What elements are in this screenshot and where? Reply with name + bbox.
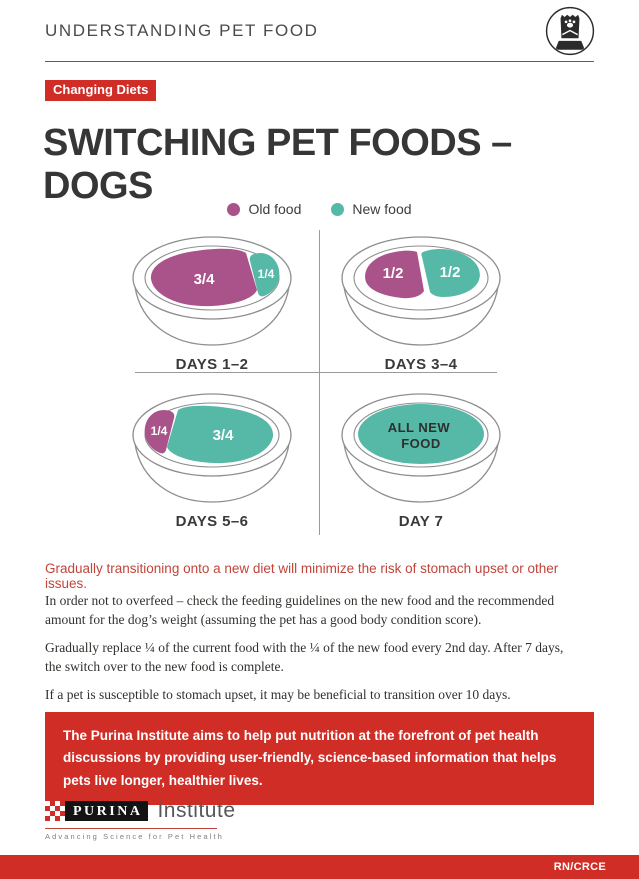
institute-wordmark: Institute xyxy=(157,799,236,822)
svg-text:1/2: 1/2 xyxy=(383,265,404,282)
bowl-diagram-icon: 3/4 1/4 xyxy=(132,236,292,346)
header-divider xyxy=(45,61,594,62)
bowl-label: DAY 7 xyxy=(398,513,444,530)
purina-checkerboard-icon xyxy=(45,801,65,821)
bowl-diagram-icon: 1/4 3/4 xyxy=(132,393,292,503)
bowl-label: DAYS 5–6 xyxy=(175,513,249,530)
new-food-dot-icon xyxy=(331,202,345,216)
svg-text:1/4: 1/4 xyxy=(258,267,275,281)
legend-item-old-food: Old food xyxy=(227,201,301,217)
svg-text:3/4: 3/4 xyxy=(213,427,235,444)
bowl-label: DAYS 3–4 xyxy=(384,356,458,373)
bowl-days-1-2: 3/4 1/4 DAYS 1–2 xyxy=(127,233,297,373)
paragraph-overfeed: In order not to overfeed – check the fee… xyxy=(45,593,555,627)
legend-label-new: New food xyxy=(352,201,412,217)
svg-text:1/4: 1/4 xyxy=(151,424,168,438)
footer-code-bar: RN/CRCE xyxy=(0,855,639,879)
paragraph-susceptible: If a pet is susceptible to stomach upset… xyxy=(45,686,511,702)
logo-divider xyxy=(45,828,217,829)
svg-text:ALL NEW FOOD: ALL NEW FOOD xyxy=(388,420,455,451)
logo-tagline: Advancing Science for Pet Health xyxy=(45,832,224,841)
bowl-diagram-icon: 1/2 1/2 xyxy=(341,236,501,346)
legend-item-new-food: New food xyxy=(331,201,412,217)
grid-divider-horizontal xyxy=(135,372,497,373)
purina-institute-logo: PURINA Institute Advancing Science for P… xyxy=(45,799,236,841)
grid-divider-vertical xyxy=(319,230,320,535)
bowl-day-7: ALL NEW FOOD DAY 7 xyxy=(336,390,506,530)
body-copy: In order not to overfeed – check the fee… xyxy=(45,592,565,713)
paragraph-replace: Gradually replace ¼ of the current food … xyxy=(45,639,564,674)
svg-text:1/2: 1/2 xyxy=(440,264,461,281)
page-title: SWITCHING PET FOODS – DOGS xyxy=(43,122,512,207)
page-header-title: UNDERSTANDING PET FOOD xyxy=(45,21,319,40)
old-food-dot-icon xyxy=(227,202,241,216)
bowl-days-5-6: 1/4 3/4 DAYS 5–6 xyxy=(127,390,297,530)
bowl-diagram-icon: ALL NEW FOOD xyxy=(341,393,501,503)
bowl-days-3-4: 1/2 1/2 DAYS 3–4 xyxy=(336,233,506,373)
purina-mission-banner: The Purina Institute aims to help put nu… xyxy=(45,712,594,805)
section-badge: Changing Diets xyxy=(45,80,157,101)
svg-text:3/4: 3/4 xyxy=(194,271,216,288)
legend: Old food New food xyxy=(0,201,639,217)
pet-food-bag-bowl-icon xyxy=(543,4,597,58)
bowl-label: DAYS 1–2 xyxy=(175,356,249,373)
bowls-diagram: 3/4 1/4 DAYS 1–2 1/2 1/2 DAYS 3–4 xyxy=(0,225,639,547)
highlight-text: Gradually transitioning onto a new diet … xyxy=(45,561,559,591)
legend-label-old: Old food xyxy=(248,201,302,217)
purina-wordmark: PURINA xyxy=(65,801,149,821)
